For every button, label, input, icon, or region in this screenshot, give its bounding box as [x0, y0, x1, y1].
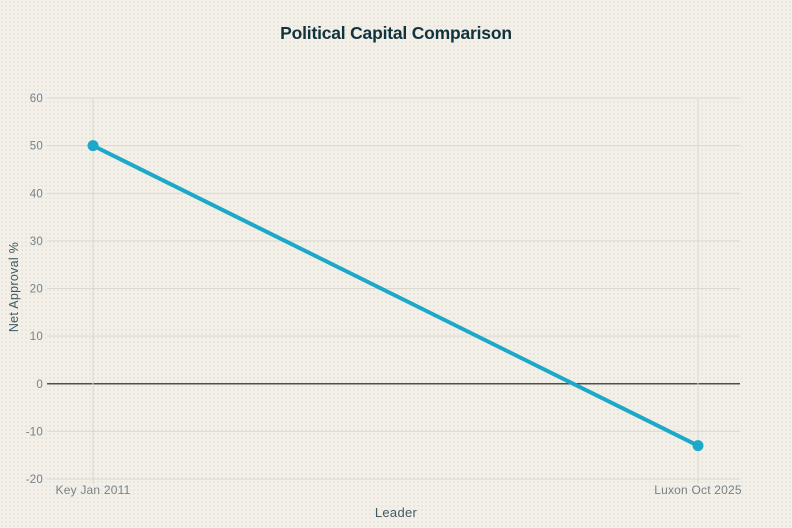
data-point — [692, 440, 704, 452]
y-tick-label: 10 — [30, 331, 43, 343]
y-tick-label: 30 — [30, 236, 43, 248]
y-tick-label: 0 — [36, 379, 43, 391]
y-tick-label: 60 — [30, 93, 43, 105]
x-tick-label: Luxon Oct 2025 — [654, 483, 742, 497]
x-tick-label: Key Jan 2011 — [56, 483, 131, 497]
y-tick-label: 40 — [30, 188, 43, 200]
y-tick-label: 50 — [30, 141, 43, 153]
data-line — [91, 143, 700, 448]
y-tick-label: 20 — [30, 284, 43, 296]
y-tick-label: -20 — [26, 474, 43, 486]
y-tick-label: -10 — [26, 426, 43, 438]
chart-title: Political Capital Comparison — [280, 23, 512, 43]
x-axis-title: Leader — [374, 505, 418, 520]
data-point — [87, 140, 99, 152]
